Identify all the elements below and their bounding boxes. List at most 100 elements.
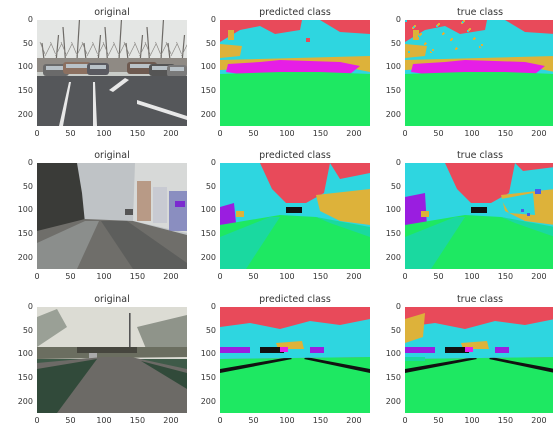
y-tick-label: 200	[200, 109, 216, 119]
panel-title: predicted class	[259, 294, 331, 305]
y-tick-label: 200	[385, 109, 401, 119]
x-tick-label: 100	[96, 416, 112, 425]
y-tick-label: 50	[22, 325, 33, 335]
y-tick-label: 50	[205, 325, 216, 335]
y-tick-label: 200	[17, 109, 33, 119]
x-tick-label: 150	[312, 416, 329, 425]
original-image	[37, 20, 187, 126]
panel-title: predicted class	[259, 150, 331, 161]
y-tick-label: 0	[395, 302, 401, 311]
x-tick-label: 50	[65, 416, 76, 425]
panel-title: true class	[456, 294, 504, 305]
y-tick-label: 200	[385, 396, 401, 406]
x-tick-label: 100	[464, 272, 480, 281]
x-tick-label: 200	[163, 129, 179, 138]
y-tick-label: 150	[385, 228, 401, 238]
y-tick-label: 150	[200, 372, 216, 382]
panel-title: original	[94, 150, 130, 161]
x-tick-label: 150	[129, 272, 146, 281]
x-tick-label: 150	[497, 416, 514, 425]
x-tick-label: 100	[279, 416, 295, 425]
y-tick-label: 50	[390, 325, 401, 335]
x-tick-label: 0	[402, 129, 408, 138]
y-tick-label: 150	[200, 228, 216, 238]
y-tick-label: 150	[17, 228, 33, 238]
y-tick-label: 50	[22, 38, 33, 48]
x-tick-label: 200	[531, 272, 547, 281]
y-tick-label: 100	[17, 62, 33, 72]
y-tick-label: 150	[17, 372, 33, 382]
predicted-class-image	[220, 20, 370, 126]
y-tick-label: 0	[210, 15, 216, 24]
x-tick-label: 150	[497, 272, 514, 281]
true-class-image	[405, 20, 553, 126]
y-tick-label: 150	[17, 85, 33, 95]
y-tick-label: 50	[390, 38, 401, 48]
y-tick-label: 100	[385, 62, 401, 72]
x-tick-label: 100	[279, 129, 295, 138]
y-tick-label: 0	[27, 15, 33, 24]
x-tick-label: 200	[346, 272, 362, 281]
y-tick-label: 200	[17, 396, 33, 406]
y-tick-label: 100	[200, 205, 216, 215]
x-tick-label: 0	[402, 416, 408, 425]
panel-title: true class	[456, 7, 504, 18]
y-tick-label: 150	[200, 85, 216, 95]
y-tick-label: 0	[27, 302, 33, 311]
x-tick-label: 100	[96, 129, 112, 138]
y-tick-label: 200	[385, 252, 401, 262]
original-image	[37, 307, 187, 413]
y-tick-label: 100	[200, 349, 216, 359]
x-tick-label: 150	[312, 272, 329, 281]
y-tick-label: 200	[17, 252, 33, 262]
x-tick-label: 50	[65, 272, 76, 281]
y-tick-label: 200	[200, 396, 216, 406]
x-tick-label: 150	[129, 416, 146, 425]
predicted-class-image	[220, 163, 370, 269]
y-tick-label: 50	[22, 181, 33, 191]
y-tick-label: 100	[200, 62, 216, 72]
y-tick-label: 50	[205, 38, 216, 48]
x-tick-label: 50	[248, 416, 259, 425]
x-tick-label: 0	[34, 272, 40, 281]
y-tick-label: 50	[390, 181, 401, 191]
x-tick-label: 50	[65, 129, 76, 138]
x-tick-label: 100	[96, 272, 112, 281]
x-tick-label: 150	[312, 129, 329, 138]
panel-title: original	[94, 7, 130, 18]
y-tick-label: 100	[385, 205, 401, 215]
y-tick-label: 0	[210, 302, 216, 311]
x-tick-label: 200	[531, 129, 547, 138]
original-image	[37, 163, 187, 269]
x-tick-label: 200	[163, 272, 179, 281]
x-tick-label: 50	[433, 272, 444, 281]
x-tick-label: 0	[217, 416, 223, 425]
x-tick-label: 0	[217, 272, 223, 281]
x-tick-label: 150	[129, 129, 146, 138]
y-tick-label: 100	[385, 349, 401, 359]
y-tick-label: 150	[385, 85, 401, 95]
true-class-image	[405, 163, 553, 269]
y-tick-label: 150	[385, 372, 401, 382]
x-tick-label: 50	[248, 272, 259, 281]
y-tick-label: 100	[17, 205, 33, 215]
x-tick-label: 100	[464, 416, 480, 425]
x-tick-label: 0	[34, 416, 40, 425]
x-tick-label: 200	[163, 416, 179, 425]
x-tick-label: 200	[346, 129, 362, 138]
true-class-image	[405, 307, 553, 413]
panel-title: predicted class	[259, 7, 331, 18]
x-tick-label: 100	[279, 272, 295, 281]
y-tick-label: 0	[395, 15, 401, 24]
x-tick-label: 0	[34, 129, 40, 138]
x-tick-label: 200	[346, 416, 362, 425]
x-tick-label: 0	[217, 129, 223, 138]
x-tick-label: 50	[248, 129, 259, 138]
x-tick-label: 50	[433, 416, 444, 425]
x-tick-label: 150	[497, 129, 514, 138]
panel-title: true class	[456, 150, 504, 161]
y-tick-label: 100	[17, 349, 33, 359]
x-tick-label: 100	[464, 129, 480, 138]
y-tick-label: 0	[210, 158, 216, 167]
x-tick-label: 50	[433, 129, 444, 138]
